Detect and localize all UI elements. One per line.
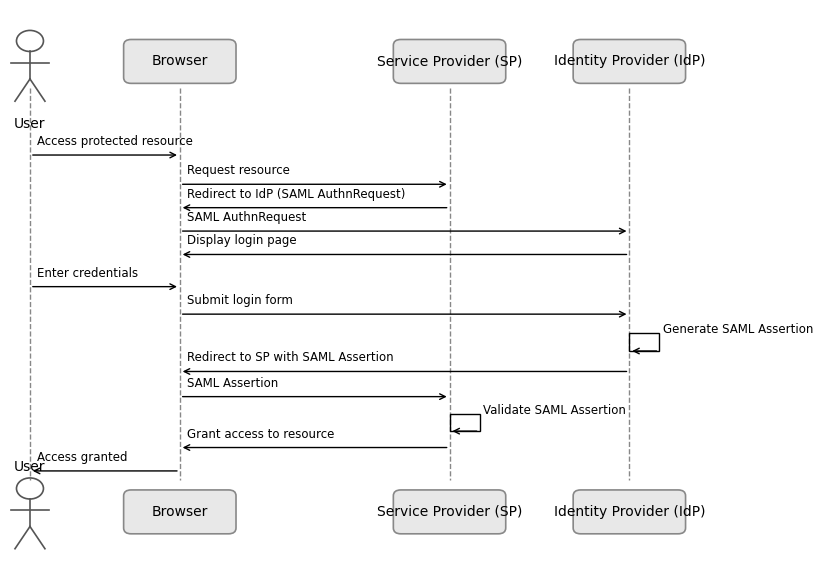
Text: Identity Provider (IdP): Identity Provider (IdP) xyxy=(553,54,705,68)
Text: SAML Assertion: SAML Assertion xyxy=(188,377,278,390)
FancyBboxPatch shape xyxy=(124,490,236,534)
Text: Access protected resource: Access protected resource xyxy=(37,135,193,148)
Text: Browser: Browser xyxy=(152,505,208,519)
FancyBboxPatch shape xyxy=(393,490,506,534)
Text: SAML AuthnRequest: SAML AuthnRequest xyxy=(188,211,306,224)
Text: Service Provider (SP): Service Provider (SP) xyxy=(377,54,522,68)
Text: Grant access to resource: Grant access to resource xyxy=(188,428,335,441)
Text: Identity Provider (IdP): Identity Provider (IdP) xyxy=(553,505,705,519)
Text: Submit login form: Submit login form xyxy=(188,294,293,307)
FancyBboxPatch shape xyxy=(573,490,686,534)
Text: Redirect to SP with SAML Assertion: Redirect to SP with SAML Assertion xyxy=(188,352,394,364)
FancyBboxPatch shape xyxy=(124,39,236,83)
Text: Generate SAML Assertion: Generate SAML Assertion xyxy=(663,324,814,336)
FancyBboxPatch shape xyxy=(393,39,506,83)
Text: Enter credentials: Enter credentials xyxy=(37,267,139,280)
Text: Browser: Browser xyxy=(152,54,208,68)
Text: Display login page: Display login page xyxy=(188,235,297,247)
Text: Service Provider (SP): Service Provider (SP) xyxy=(377,505,522,519)
Text: Redirect to IdP (SAML AuthnRequest): Redirect to IdP (SAML AuthnRequest) xyxy=(188,188,406,201)
Text: Validate SAML Assertion: Validate SAML Assertion xyxy=(483,404,626,417)
Text: Access granted: Access granted xyxy=(37,451,128,464)
Text: User: User xyxy=(14,460,45,474)
FancyBboxPatch shape xyxy=(573,39,686,83)
Text: User: User xyxy=(14,117,45,131)
Text: Request resource: Request resource xyxy=(188,164,290,177)
